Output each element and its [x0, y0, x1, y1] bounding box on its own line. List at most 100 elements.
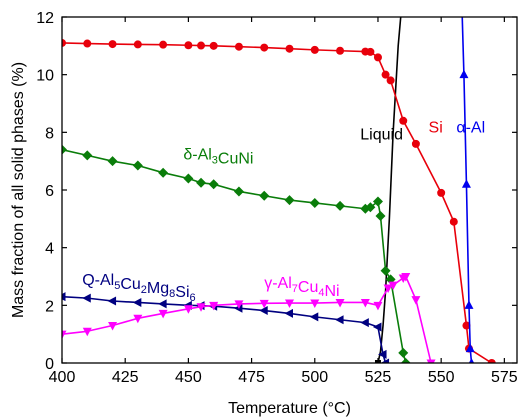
- point-q-al5cu2mg8si6-3: [132, 297, 142, 307]
- point-al-2: [461, 179, 471, 188]
- point-si-16: [381, 70, 390, 79]
- point-al3cuni-15: [372, 196, 383, 207]
- series-label-al: α-Al: [456, 119, 485, 136]
- point-al7cu4ni-3: [133, 314, 143, 324]
- point-al3cuni-1: [82, 150, 93, 161]
- point-si-19: [411, 139, 420, 148]
- point-si-9: [260, 43, 269, 52]
- y-tick-label-0: 0: [45, 356, 54, 373]
- axes: 400 425 450 475 500 525 550 575 0 2 4 6 8 10 12: [36, 10, 518, 386]
- point-q-al5cu2mg8si6-4: [158, 299, 167, 309]
- point-al7cu4ni-10: [285, 299, 294, 309]
- series-labels: Liquid Si α-Al δ-Al3CuNi Q-Al5Cu2Mg8Si6 γ-Al7…: [82, 119, 485, 304]
- series-al: [459, 17, 475, 363]
- point-al3cuni-12: [335, 200, 346, 211]
- point-si-24: [487, 359, 496, 363]
- x-tick-label-2: 450: [175, 369, 202, 386]
- point-al7cu4ni-20: [426, 359, 436, 363]
- point-al3cuni-11: [309, 197, 320, 208]
- series-line-al3cuni: [62, 148, 407, 363]
- series-line-q-al5cu2mg8si6: [62, 295, 387, 363]
- point-q-al5cu2mg8si6-10: [284, 308, 293, 318]
- point-al-4: [465, 343, 475, 353]
- point-si-21: [449, 217, 458, 226]
- series-label-al3cuni: δ-Al3CuNi: [183, 147, 253, 168]
- point-al7cu4ni-9: [259, 299, 269, 309]
- point-si-1: [83, 39, 92, 48]
- series-label-liquid: Liquid: [360, 127, 403, 144]
- point-al7cu4ni-14: [373, 301, 383, 311]
- point-al7cu4ni-16: [388, 281, 398, 291]
- y-tick-label-1: 2: [45, 298, 54, 315]
- point-si-18: [399, 116, 408, 125]
- point-si-22: [462, 321, 471, 330]
- x-tick-label-7: 575: [491, 369, 518, 386]
- point-al7cu4ni-2: [108, 322, 118, 331]
- point-al3cuni-14: [365, 202, 376, 213]
- point-q-al5cu2mg8si6-16: [380, 358, 390, 363]
- x-tick-label-3: 475: [238, 369, 265, 386]
- point-q-al5cu2mg8si6-12: [335, 315, 344, 325]
- point-si-11: [310, 45, 319, 54]
- x-tick-label-0: 400: [49, 369, 76, 386]
- point-si-20: [437, 188, 446, 197]
- point-al7cu4ni-4: [158, 309, 168, 319]
- point-al7cu4ni-19: [411, 296, 421, 305]
- series-line-si: [62, 42, 493, 363]
- x-tick-label-5: 525: [365, 369, 392, 386]
- point-al3cuni-2: [107, 156, 118, 167]
- y-axis-title: Mass fraction of all solid phases (%): [10, 62, 27, 318]
- point-al7cu4ni-8: [234, 300, 244, 309]
- point-q-al5cu2mg8si6-11: [309, 312, 319, 322]
- point-q-al5cu2mg8si6-1: [82, 293, 91, 303]
- point-q-al5cu2mg8si6-13: [360, 318, 369, 328]
- point-al7cu4ni-0: [62, 330, 67, 340]
- point-al-5: [468, 358, 475, 363]
- y-tick-label-6: 12: [36, 10, 54, 27]
- point-si-12: [336, 46, 345, 55]
- point-al7cu4ni-13: [360, 298, 370, 308]
- point-al3cuni-20: [400, 358, 411, 363]
- point-si-3: [133, 40, 142, 49]
- point-al7cu4ni-11: [310, 299, 320, 309]
- point-al3cuni-16: [375, 210, 386, 221]
- point-al3cuni-17: [380, 265, 391, 276]
- point-al3cuni-9: [259, 190, 270, 201]
- point-si-8: [234, 42, 243, 51]
- point-q-al5cu2mg8si6-9: [259, 306, 268, 316]
- point-q-al5cu2mg8si6-0: [62, 292, 66, 302]
- point-si-4: [159, 40, 168, 49]
- point-al3cuni-5: [183, 173, 194, 184]
- point-si-7: [209, 41, 218, 50]
- y-tick-label-4: 8: [45, 125, 54, 142]
- point-al3cuni-7: [208, 179, 219, 190]
- point-al3cuni-0: [62, 144, 67, 155]
- y-tick-label-3: 6: [45, 183, 54, 200]
- series-line-liquid: [377, 17, 402, 363]
- point-si-2: [108, 40, 117, 49]
- point-al3cuni-8: [233, 186, 244, 197]
- point-si-5: [184, 41, 193, 50]
- x-tick-label-1: 425: [112, 369, 139, 386]
- point-al7cu4ni-6: [196, 303, 206, 312]
- series-si: [62, 38, 496, 363]
- series-label-q-al5cu2mg8si6: Q-Al5Cu2Mg8Si6: [82, 272, 195, 304]
- y-tick-label-2: 4: [45, 241, 54, 258]
- point-al7cu4ni-12: [335, 298, 345, 308]
- point-q-al5cu2mg8si6-14: [372, 322, 382, 332]
- series-label-si: Si: [429, 119, 443, 136]
- x-axis-title: Temperature (°C): [228, 400, 351, 417]
- point-al3cuni-3: [132, 160, 143, 171]
- series-al3cuni: [62, 144, 411, 363]
- point-si-14: [366, 47, 375, 56]
- point-al7cu4ni-7: [209, 301, 219, 311]
- point-al7cu4ni-18: [401, 273, 411, 282]
- point-si-10: [285, 44, 294, 53]
- series-layer: [62, 17, 496, 363]
- point-si-15: [373, 53, 382, 62]
- point-si-6: [197, 41, 206, 50]
- point-al3cuni-19: [398, 347, 409, 358]
- point-si-0: [62, 38, 66, 47]
- point-q-al5cu2mg8si6-15: [378, 349, 387, 359]
